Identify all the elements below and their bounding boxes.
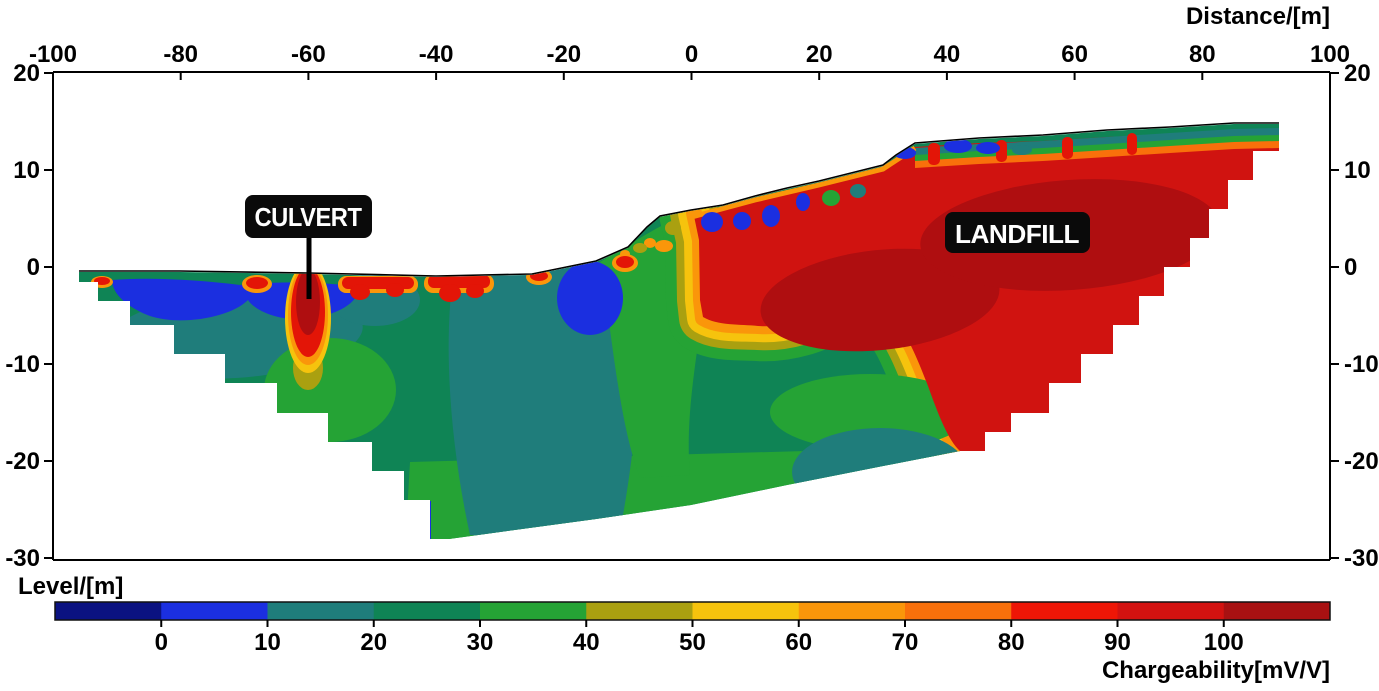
y-tick-label: 20 — [13, 60, 40, 87]
y-tick-label: 20 — [1344, 60, 1371, 87]
colorbar-tick-label: 20 — [360, 629, 387, 656]
colorbar-segment — [1223, 602, 1331, 620]
colorbar — [54, 601, 1331, 621]
colorbar-segment — [692, 602, 800, 620]
landfill-annotation: LANDFILL — [945, 212, 1090, 253]
colorbar-tick-label: 80 — [998, 629, 1025, 656]
colorbar-segment — [480, 602, 587, 620]
culvert-annotation: CULVERT — [245, 195, 372, 299]
terrain-surface-line — [79, 122, 1279, 277]
x-tick-label: -100 — [29, 41, 77, 68]
x-tick-label: 20 — [806, 41, 833, 68]
colorbar-segment — [267, 602, 375, 620]
colorbar-tick-label: 30 — [467, 629, 494, 656]
x-tick-label: 80 — [1189, 41, 1216, 68]
colorbar-tick-label: 40 — [573, 629, 600, 656]
colorbar-segment — [1117, 602, 1225, 620]
x-tick-label: -40 — [419, 41, 454, 68]
x-tick-label: -60 — [291, 41, 326, 68]
culvert-anomaly — [285, 263, 331, 455]
y-tick-label: -30 — [5, 545, 40, 572]
y-tick-label: -10 — [5, 351, 40, 378]
colorbar-segment — [798, 602, 906, 620]
x-tick-label: 100 — [1310, 41, 1350, 68]
y-tick-label: 0 — [1344, 254, 1357, 281]
colorbar-tick-label: 70 — [892, 629, 919, 656]
x-axis-ticks: -100 -80 -60 -40 -20 0 20 40 60 80 100 — [29, 41, 1350, 80]
y-tick-label: -20 — [5, 448, 40, 475]
x-axis-title: Distance/[m] — [1186, 3, 1330, 30]
x-tick-label: -20 — [546, 41, 581, 68]
x-tick-label: 0 — [685, 41, 698, 68]
x-tick-label: 40 — [934, 41, 961, 68]
culvert-label-box — [245, 195, 372, 238]
y-tick-label: -30 — [1344, 545, 1379, 572]
y-tick-label: -20 — [1344, 448, 1379, 475]
y-tick-label: 10 — [13, 157, 40, 184]
colorbar-segment — [55, 602, 162, 620]
y-tick-label: 0 — [27, 254, 40, 281]
colorbar-segment — [586, 602, 693, 620]
y-axis-right-ticks: 20 10 0 -10 -20 -30 — [1330, 60, 1379, 572]
colorbar-segment — [1011, 602, 1118, 620]
culvert-label: CULVERT — [255, 202, 363, 232]
colorbar-tick-label: 0 — [155, 629, 168, 656]
y-axis-title: Level/[m] — [18, 573, 123, 600]
landfill-label-box — [945, 212, 1090, 253]
colorbar-tick-label: 100 — [1204, 629, 1244, 656]
colorbar-tick-label: 90 — [1104, 629, 1131, 656]
landfill-label: LANDFILL — [955, 219, 1080, 249]
colorbar-segment — [373, 602, 481, 620]
y-tick-label: 10 — [1344, 157, 1371, 184]
y-tick-label: -10 — [1344, 351, 1379, 378]
colorbar-tick-label: 50 — [679, 629, 706, 656]
colorbar-tick-label: 10 — [254, 629, 281, 656]
colorbar-segment — [905, 602, 1012, 620]
x-tick-label: 60 — [1061, 41, 1088, 68]
colorbar-title: Chargeability[mV/V] — [1102, 657, 1330, 684]
y-axis-left-ticks: 20 10 0 -10 -20 -30 — [5, 60, 53, 572]
x-tick-label: -80 — [163, 41, 198, 68]
colorbar-tick-label: 60 — [785, 629, 812, 656]
colorbar-segment — [161, 602, 268, 620]
colorbar-ticks: 0 10 20 30 40 50 60 70 80 90 100 — [155, 620, 1244, 656]
